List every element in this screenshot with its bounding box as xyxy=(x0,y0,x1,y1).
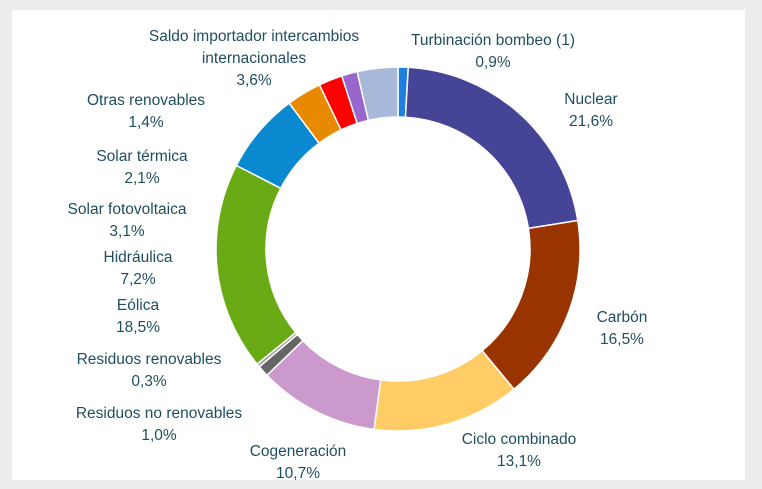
category-label: Turbinación bombeo (1) xyxy=(411,32,575,49)
donut-segment xyxy=(481,219,581,391)
slice-label: Residuos renovables 0,3% xyxy=(77,349,222,393)
value-label: 3,6% xyxy=(236,72,272,89)
value-label: 10,7% xyxy=(276,465,320,482)
category-label: Eólica xyxy=(116,297,160,314)
value-label: 0,3% xyxy=(131,373,167,390)
slice-label: Eólica 18,5% xyxy=(116,295,160,339)
category-label: Cogeneración xyxy=(249,443,347,460)
value-label: 0,9% xyxy=(475,54,511,71)
slice-label: Residuos no renovables 1,0% xyxy=(76,403,242,447)
donut-segment xyxy=(373,349,516,432)
slice-label: Nuclear 21,6% xyxy=(564,89,617,133)
slice-label: Solar térmica 2,1% xyxy=(96,146,187,190)
value-label: 16,5% xyxy=(600,331,644,348)
donut-segment xyxy=(404,66,579,230)
value-label: 21,6% xyxy=(569,113,613,130)
slice-label: Otras renovables 1,4% xyxy=(87,90,205,134)
category-label: Residuos no renovables xyxy=(75,405,243,422)
slice-label: Ciclo combinado 13,1% xyxy=(462,429,577,473)
value-label: 7,2% xyxy=(120,271,156,288)
slice-label: Saldo importador intercambios internacio… xyxy=(119,26,389,92)
value-label: 2,1% xyxy=(124,170,160,187)
category-label: Hidráulica xyxy=(103,249,173,266)
slice-label: Hidráulica 7,2% xyxy=(104,247,173,291)
value-label: 1,4% xyxy=(128,114,164,131)
category-label: Solar fotovoltaica xyxy=(67,201,187,218)
value-label: 13,1% xyxy=(497,453,541,470)
slice-label: Carbón 16,5% xyxy=(597,307,648,351)
category-label: Solar térmica xyxy=(96,148,188,165)
value-label: 3,1% xyxy=(109,223,145,240)
donut-segment xyxy=(356,66,399,122)
value-label: 1,0% xyxy=(141,427,177,444)
category-label: Saldo importador intercambios internacio… xyxy=(148,28,360,67)
value-label: 18,5% xyxy=(116,319,160,336)
slice-label: Cogeneración 10,7% xyxy=(250,441,347,485)
category-label: Carbón xyxy=(596,309,648,326)
category-label: Ciclo combinado xyxy=(461,431,577,448)
category-label: Residuos renovables xyxy=(76,351,222,368)
slice-label: Solar fotovoltaica 3,1% xyxy=(68,199,187,243)
category-label: Nuclear xyxy=(564,91,618,108)
slice-label: Turbinación bombeo (1) 0,9% xyxy=(411,30,575,74)
category-label: Otras renovables xyxy=(86,92,206,109)
donut-segment xyxy=(215,164,297,366)
